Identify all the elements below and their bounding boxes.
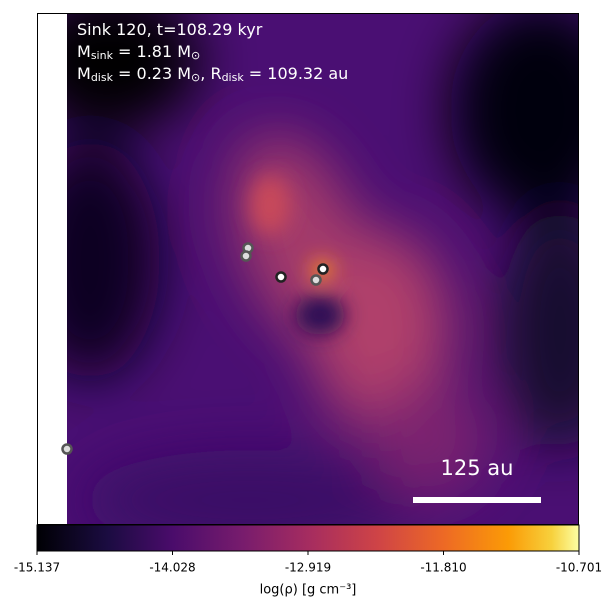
annotation-part: M (77, 42, 91, 61)
tick-label: -10.701 (556, 561, 602, 575)
colorbar-label: log(ρ) [g cm⁻³] (260, 583, 357, 598)
annotation: Msink = 1.81 M⊙ (77, 42, 200, 63)
tick-label: -15.137 (14, 561, 60, 575)
sink (275, 271, 287, 283)
subscript: disk (222, 71, 245, 84)
colorbar (36, 524, 580, 552)
empty-strip (37, 13, 67, 525)
annotation-part: = 1.81 M (113, 42, 191, 61)
annotation-part: , R (200, 64, 221, 83)
tick-label: -12.919 (285, 561, 331, 575)
scale-bar-label: 125 au (441, 456, 514, 480)
sink (240, 250, 252, 262)
annotation: Mdisk = 0.23 M⊙, Rdisk = 109.32 au (77, 64, 348, 85)
annotation-part: = 0.23 M (113, 64, 191, 83)
sink (61, 443, 73, 455)
annotation-part: Sink 120, t=108.29 kyr (77, 20, 263, 39)
subscript: sink (91, 49, 114, 62)
subscript: ⊙ (191, 49, 200, 62)
annotation: Sink 120, t=108.29 kyr (77, 20, 263, 39)
sink (317, 263, 329, 275)
tick-label: -14.028 (149, 561, 195, 575)
sink (310, 274, 322, 286)
annotation-part: = 109.32 au (244, 64, 349, 83)
sink-markers (61, 242, 329, 455)
tick-label: -11.810 (420, 561, 466, 575)
subscript: ⊙ (191, 71, 200, 84)
subscript: disk (91, 71, 114, 84)
annotation-part: M (77, 64, 91, 83)
scale-bar (413, 497, 541, 503)
